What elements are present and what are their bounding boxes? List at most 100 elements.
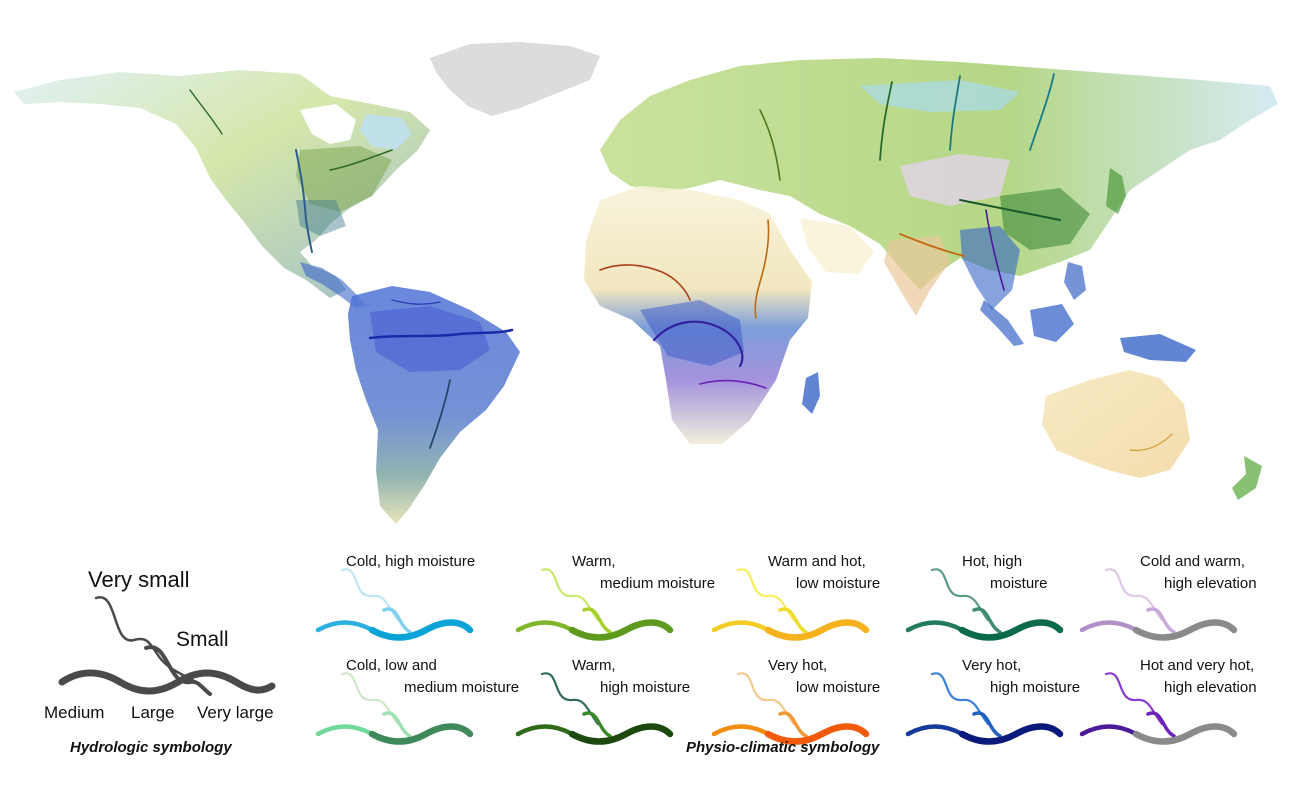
physio-swatch-stream-2: [778, 711, 808, 738]
congo-basin: [640, 300, 744, 366]
murray-river: [1129, 433, 1173, 451]
ganges-river: [899, 233, 965, 257]
physio-label-line1: Warm and hot,: [768, 553, 866, 570]
physio-swatch-stream-1: [1104, 568, 1164, 622]
orinoco-river: [391, 299, 441, 305]
physio-climatic-legend: Cold, high moisture Warm,medium moistureW…: [315, 553, 1257, 745]
physio-legend-item-5: Cold and warm, high elevation: [1079, 553, 1257, 641]
physio-swatch-stream-2: [582, 711, 612, 738]
physio-swatch-stream-3: [315, 724, 375, 737]
india: [884, 236, 950, 316]
physio-label-line1: Cold, low and: [346, 657, 437, 674]
new-zealand: [1232, 456, 1262, 500]
physio-swatch-stream-3: [711, 724, 771, 737]
physio-swatch-stream-4: [764, 619, 870, 641]
hydro-label-large: Large: [131, 703, 174, 722]
southeast-asia: [960, 226, 1020, 310]
physio-legend-item-8: Very hot, low moisture: [711, 657, 880, 745]
physio-swatch-stream-1: [930, 672, 990, 726]
mississippi-river: [295, 149, 313, 253]
south-china-forest: [1000, 188, 1090, 250]
australia-landmass: [1042, 370, 1190, 478]
physio-swatch-stream-1: [736, 672, 796, 726]
physio-swatch-stream-4: [958, 723, 1064, 745]
physio-swatch-stream-3: [515, 620, 575, 633]
physio-label-line1: Warm,: [572, 553, 616, 570]
central-america: [300, 262, 366, 308]
mekong-river: [985, 209, 1005, 291]
st-lawrence-river: [329, 149, 393, 171]
world-river-map: [14, 42, 1278, 524]
physio-legend-item-7: Warm, high moisture: [515, 657, 690, 745]
physio-swatch-stream-4: [368, 619, 474, 641]
physio-label-line1: Very hot,: [962, 657, 1021, 674]
physio-swatch-stream-4: [764, 723, 870, 745]
physio-label-line1: Cold, high moisture: [346, 553, 475, 570]
greenland-landmass: [430, 42, 600, 116]
physio-legend-item-6: Cold, low and medium moisture: [315, 657, 519, 745]
physio-label-line2: high moisture: [990, 679, 1080, 696]
physio-swatch-stream-2: [382, 607, 412, 634]
physio-swatch-stream-4: [368, 723, 474, 745]
volga-river: [759, 109, 781, 181]
physio-swatch-stream-3: [905, 724, 965, 737]
nile-river: [754, 219, 770, 319]
parana-river: [429, 379, 451, 449]
physio-label-line2: high moisture: [600, 679, 690, 696]
physio-swatch-stream-3: [1079, 724, 1139, 737]
physio-legend-item-2: Warm, medium moisture: [515, 553, 715, 641]
physio-swatch-stream-4: [568, 619, 674, 641]
physio-legend-item-10: Hot and very hot, high elevation: [1079, 657, 1257, 745]
physio-swatch-stream-1: [1104, 672, 1164, 726]
niger-river: [599, 264, 691, 301]
eastern-na-forest: [296, 146, 392, 212]
amazon-river: [368, 328, 514, 340]
hydrologic-legend: [58, 596, 276, 696]
physio-label-line2: moisture: [990, 575, 1048, 592]
hudson-bay: [300, 104, 356, 144]
southeast-na: [296, 200, 346, 236]
physio-swatch-stream-2: [778, 607, 808, 634]
congo-river: [652, 320, 744, 368]
physio-label-line2: low moisture: [796, 679, 880, 696]
borneo: [1030, 304, 1074, 342]
river-network: [189, 73, 1173, 451]
physio-swatch-stream-2: [1146, 711, 1176, 738]
siberia-cold: [860, 80, 1020, 112]
madagascar: [802, 372, 820, 414]
physio-label-line2: high elevation: [1164, 575, 1257, 592]
physio-swatch-stream-3: [1079, 620, 1139, 633]
physio-label-line2: medium moisture: [404, 679, 519, 696]
lena-river: [1029, 73, 1055, 151]
physio-swatch-stream-4: [568, 723, 674, 745]
physio-swatch-stream-3: [905, 620, 965, 633]
philippines: [1064, 262, 1086, 300]
hydro-label-small: Small: [176, 628, 229, 651]
physio-label-line1: Cold and warm,: [1140, 553, 1245, 570]
physio-swatch-stream-3: [711, 620, 771, 633]
hydro-label-very-small: Very small: [88, 567, 189, 592]
physio-swatch-stream-3: [515, 724, 575, 737]
physio-swatch-stream-3: [315, 620, 375, 633]
physio-swatch-stream-1: [340, 568, 400, 622]
physio-swatch-stream-1: [736, 568, 796, 622]
medium-large-verylarge-stream-line: [58, 669, 276, 695]
physio-swatch-stream-1: [340, 672, 400, 726]
yangtze-river: [959, 199, 1061, 221]
physio-climatic-symbology-title: Physio-climatic symbology: [686, 739, 880, 756]
yenisei-river: [949, 75, 961, 151]
sumatra: [980, 300, 1024, 346]
ob-river: [879, 81, 893, 161]
physio-label-line1: Very hot,: [768, 657, 827, 674]
japan: [1106, 168, 1126, 214]
zambezi-river: [699, 379, 767, 389]
physio-label-line1: Hot, high: [962, 553, 1022, 570]
physio-swatch-stream-2: [382, 711, 412, 738]
physio-label-line2: low moisture: [796, 575, 880, 592]
physio-legend-item-1: Cold, high moisture: [315, 553, 475, 641]
physio-swatch-stream-2: [1146, 607, 1176, 634]
labrador-region: [360, 114, 412, 150]
mackenzie-river: [189, 89, 223, 135]
physio-swatch-stream-4: [958, 619, 1064, 641]
physio-swatch-stream-4: [1132, 619, 1238, 641]
